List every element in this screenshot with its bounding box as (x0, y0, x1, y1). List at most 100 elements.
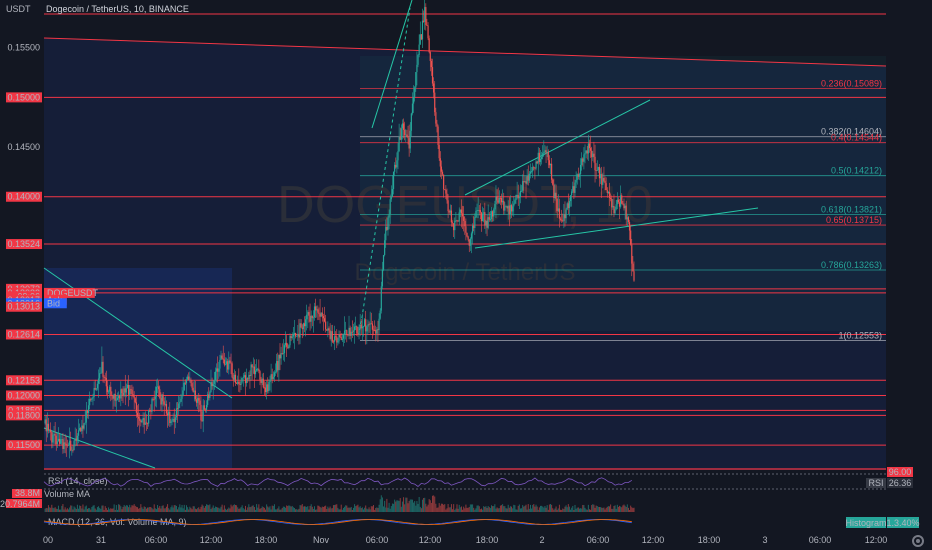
volume-bar (577, 507, 579, 512)
volume-bar (600, 507, 602, 512)
volume-bar (369, 509, 371, 512)
volume-bar (622, 505, 624, 512)
candle-body (359, 324, 361, 327)
candle-body (366, 326, 368, 332)
candle-body (368, 324, 370, 326)
candle-body (589, 148, 592, 151)
candle-body (233, 374, 235, 380)
trend-line-left-base (43, 427, 156, 469)
volume-bar (216, 506, 218, 512)
candle-body (274, 371, 277, 373)
volume-bar (280, 509, 282, 512)
candle-body (517, 194, 519, 199)
volume-bar (529, 504, 531, 512)
volume-bar (484, 506, 486, 512)
candle-body (89, 398, 91, 406)
volume-bar (123, 504, 125, 512)
candle-body (257, 368, 259, 370)
volume-bar (269, 506, 271, 512)
candle-body (427, 25, 429, 39)
candle-body (141, 419, 143, 423)
candle-body (408, 138, 410, 149)
volume-bar (234, 505, 236, 512)
candle-body (80, 428, 82, 432)
candle-body (86, 410, 89, 413)
volume-bar (217, 507, 219, 512)
candle-body (604, 180, 606, 184)
volume-bar (93, 505, 95, 512)
settings-gear-icon[interactable] (912, 535, 924, 547)
candle-body (388, 214, 390, 218)
volume-bar (250, 506, 252, 512)
volume-bar (568, 506, 570, 512)
volume-bar (238, 508, 240, 512)
candle-body (347, 334, 349, 336)
candle-body (525, 181, 527, 184)
candle-body (169, 411, 171, 424)
candle-body (182, 390, 184, 396)
volume-bar (78, 508, 80, 512)
candle-body (505, 206, 507, 208)
candle-body (153, 399, 155, 401)
candle-body (273, 372, 276, 377)
candle-body (406, 134, 408, 138)
candle-body (563, 214, 565, 222)
volume-bar (514, 505, 516, 512)
volume-bar (553, 509, 555, 512)
candle-body (173, 419, 175, 423)
candle-body (251, 364, 253, 368)
volume-bar (575, 508, 577, 512)
candle-body (117, 396, 120, 399)
volume-bar (447, 504, 449, 512)
volume-bar (344, 506, 346, 512)
volume-bar (54, 507, 56, 512)
volume-bar (591, 505, 593, 512)
volume-bar (584, 507, 586, 512)
candle-body (271, 374, 273, 380)
volume-bar (255, 509, 257, 512)
candle-body (573, 186, 575, 193)
volume-bar (278, 506, 280, 512)
volume-bar (359, 506, 361, 512)
volume-bar (573, 509, 575, 512)
volume-bar (485, 506, 487, 512)
candle-body (231, 363, 233, 378)
volume-bar (439, 505, 441, 512)
symbol-title[interactable]: Dogecoin / TetherUS, 10, BINANCE (46, 4, 189, 14)
candle-body (92, 396, 94, 399)
trend-line-wedge-lower (474, 207, 759, 249)
volume-bar (184, 509, 186, 512)
candle-body (579, 164, 582, 175)
candle-body (586, 150, 588, 154)
candle-body (603, 177, 605, 181)
volume-bar (632, 508, 634, 512)
volume-bar (362, 509, 364, 512)
candle-body (596, 170, 598, 171)
volume-bar (152, 509, 154, 512)
candle-body (418, 44, 420, 55)
candle-body (261, 378, 263, 383)
volume-bar (376, 507, 378, 512)
price-label-text: 0.11500 (8, 440, 40, 450)
price-label-badge (6, 375, 42, 386)
candle-body (228, 360, 230, 370)
volume-bar (605, 507, 607, 512)
price-label-badge (6, 191, 42, 202)
candle-body (390, 196, 392, 200)
candle-body (346, 330, 348, 335)
volume-bar (211, 507, 213, 512)
candle-body (210, 382, 212, 393)
candle-body (70, 440, 72, 451)
volume-bar (305, 506, 307, 512)
volume-bar (440, 503, 442, 512)
volume-bar (203, 507, 205, 512)
volume-bar (554, 508, 556, 512)
volume-bar (420, 508, 422, 512)
volume-bar (327, 506, 329, 512)
volume-bar (259, 508, 261, 512)
trend-line-impulse (371, 0, 413, 129)
candle-body (375, 329, 377, 334)
candle-body (372, 329, 375, 331)
candle-body (602, 177, 604, 185)
